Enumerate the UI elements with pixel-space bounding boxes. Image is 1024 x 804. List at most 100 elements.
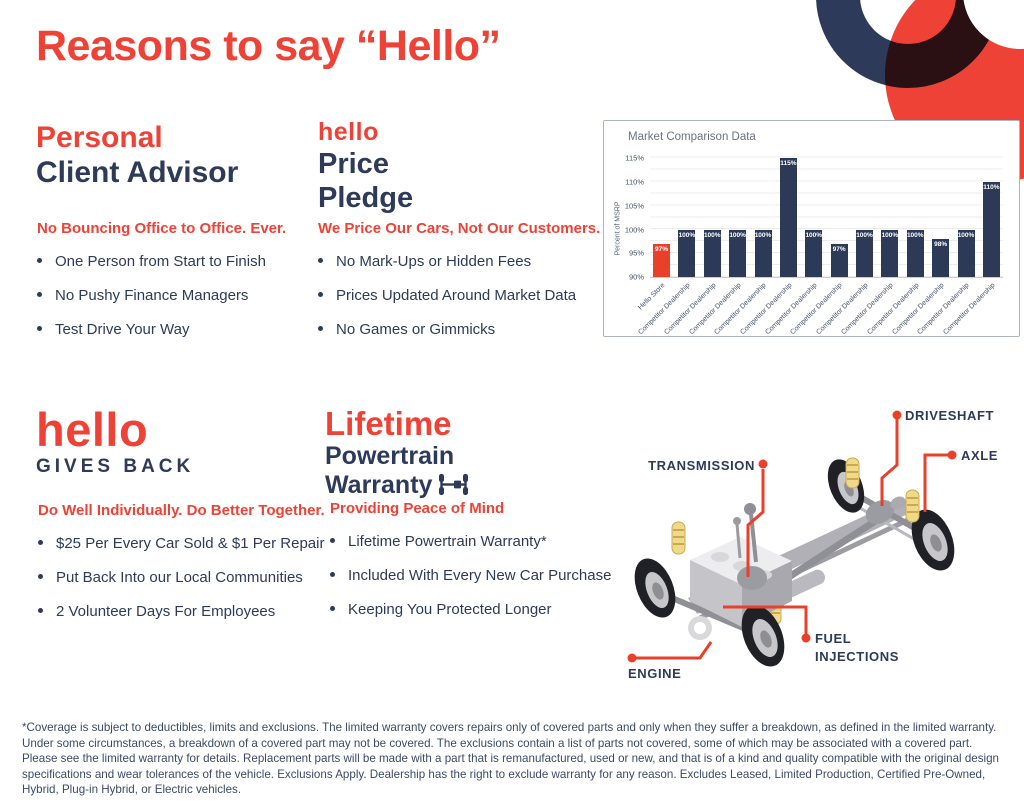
chart-x-tick: Competitor Dealership	[942, 282, 997, 337]
section-personal-client-advisor: Personal Client Advisor	[36, 120, 238, 190]
chart-bar-value: 100%	[754, 231, 772, 239]
chart-bar-value: 97%	[654, 245, 668, 253]
chart-bar: 100%	[906, 229, 924, 277]
page-title: Reasons to say “Hello”	[36, 22, 501, 70]
bullet-item: Test Drive Your Way	[37, 320, 317, 339]
chart-y-tick: 115%	[625, 153, 644, 163]
section-title-accent: Personal	[36, 121, 163, 154]
bullet-text: Prices Updated Around Market Data	[336, 287, 577, 304]
price-body: We Price Our Cars, Not Our Customers. No…	[318, 220, 608, 354]
chart-bar-group: 100% Competitor Dealership	[764, 149, 823, 336]
chart-bar-group: 100% Competitor Dealership	[663, 149, 721, 336]
warranty-disclaimer: *Coverage is subject to deductibles, lim…	[22, 721, 999, 797]
bullet-dot	[37, 258, 42, 263]
chart-bar-group: 97% Hello Store	[637, 149, 670, 311]
bullet-text: Keeping You Protected Longer	[348, 601, 552, 618]
chart-title: Market Comparison Data	[628, 131, 756, 143]
chart-y-tick: 105%	[624, 201, 644, 211]
bullet-item: Prices Updated Around Market Data	[318, 286, 608, 305]
bullet-dot	[38, 574, 43, 579]
section-hello-gives-back: hello GIVES BACK	[36, 406, 194, 480]
chart-y-tick: 90%	[628, 272, 644, 282]
chart-bar-value: 100%	[957, 231, 975, 239]
bullet-text: Put Back Into our Local Communities	[56, 569, 303, 586]
chart-bar-value: 100%	[703, 231, 721, 239]
bullet-text: Lifetime Powertrain Warranty*	[348, 533, 547, 550]
hello-logo-large: hello	[36, 403, 149, 456]
warranty-subhead: Providing Peace of Mind	[330, 500, 505, 517]
chart-bar-group: 100% Competitor Dealership	[815, 149, 873, 336]
bullet-text: Test Drive Your Way	[55, 321, 190, 338]
bullet-dot	[330, 538, 335, 543]
powertrain-diagram	[627, 410, 957, 667]
gives-back-bullets: $25 Per Every Car Sold & $1 Per Repair Pu…	[38, 534, 338, 621]
front-left-wheel	[634, 558, 676, 618]
bullet-item: Put Back Into our Local Communities	[38, 568, 338, 587]
chart-bar-group: 100% Competitor Dealership	[841, 149, 899, 336]
hello-logo-small: hello	[318, 118, 379, 146]
bullet-item: Lifetime Powertrain Warranty*	[330, 532, 630, 551]
bullet-text: One Person from Start to Finish	[55, 253, 266, 270]
warranty-title-line2: Warranty	[325, 471, 469, 500]
bullet-item: $25 Per Every Car Sold & $1 Per Repair	[38, 534, 338, 553]
bullet-dot	[38, 540, 43, 545]
advisor-bullets: One Person from Start to Finish No Pushy …	[37, 252, 317, 339]
label-engine: ENGINE	[628, 666, 682, 681]
chart-bar: 100%	[754, 229, 772, 277]
price-bullets: No Mark-Ups or Hidden Fees Prices Updated…	[318, 252, 608, 339]
label-axle: AXLE	[961, 448, 999, 463]
callout-lines	[636, 419, 948, 660]
warranty-body: Providing Peace of Mind Lifetime Powertr…	[330, 500, 630, 634]
chart-bar: 100%	[703, 229, 721, 277]
chart-bar: 100%	[805, 229, 823, 277]
bullet-item: Keeping You Protected Longer	[330, 600, 630, 619]
chart-bar-value: 115%	[780, 160, 797, 168]
chart-bar: 100%	[856, 229, 873, 277]
bullet-dot	[318, 326, 323, 331]
bullet-item: 2 Volunteer Days For Employees	[38, 602, 338, 621]
label-fuel-injections: FUEL INJECTIONS	[815, 631, 900, 664]
price-subhead: We Price Our Cars, Not Our Customers.	[318, 220, 601, 237]
warranty-title-accent: Lifetime	[325, 405, 452, 442]
chart-bar: 100%	[881, 229, 899, 277]
section-price-pledge: hello Price Pledge	[318, 117, 413, 215]
chart-bar-value: 100%	[678, 231, 696, 239]
bullet-text: 2 Volunteer Days For Employees	[56, 603, 276, 620]
chart-bar-group: 100% Competitor Dealership	[714, 149, 772, 336]
bullet-dot	[330, 606, 335, 611]
chart-bar-group: 110% Competitor Dealership	[942, 149, 1000, 336]
chart-bar-value: 110%	[983, 184, 1000, 192]
bullet-dot	[38, 608, 43, 613]
section-title-line1: Price	[318, 148, 389, 180]
bullet-item: One Person from Start to Finish	[37, 252, 317, 271]
label-driveshaft: DRIVESHAFT	[905, 408, 995, 423]
chart-y-axis-label: Percent of MSRP	[614, 201, 622, 256]
rear-right-wheel	[911, 509, 955, 571]
chart-bar-value: 100%	[906, 231, 924, 239]
chart-y-tick: 95%	[628, 248, 644, 258]
market-comparison-chart-card: Market Comparison Data Percent of MSRP 9…	[603, 120, 1020, 337]
advisor-body: No Bouncing Office to Office. Ever. One …	[37, 220, 317, 354]
chart-bar-group: 100% Competitor Dealership	[688, 149, 747, 336]
bullet-text: No Mark-Ups or Hidden Fees	[336, 253, 532, 270]
callout-dots	[627, 410, 957, 663]
gives-back-title: GIVES BACK	[36, 456, 195, 477]
chart-bar: 100%	[678, 229, 696, 277]
front-right-wheel	[741, 605, 785, 667]
bullet-dot	[330, 572, 335, 577]
chart-bar-value: 100%	[856, 231, 873, 239]
label-transmission: TRANSMISSION	[648, 458, 755, 473]
suspension-springs	[671, 457, 920, 625]
chart-bar: 100%	[957, 229, 975, 277]
chart-bar-group: 115% Competitor Dealership	[739, 149, 797, 336]
bullet-dot	[37, 292, 42, 297]
chart-plot: 90% 95% 100% 105% 110% 115% 97% Hello Store 100%…	[625, 149, 1003, 336]
chart-bar: 98%	[932, 239, 950, 277]
gives-back-subhead: Do Well Individually. Do Better Together…	[38, 502, 325, 519]
bullet-text: No Games or Gimmicks	[336, 321, 496, 338]
chart-bar-group: 97% Competitor Dealership	[790, 149, 848, 336]
chart-bar: 100%	[729, 229, 747, 277]
bullet-text: $25 Per Every Car Sold & $1 Per Repair	[56, 535, 325, 552]
bullet-item: No Games or Gimmicks	[318, 320, 608, 339]
